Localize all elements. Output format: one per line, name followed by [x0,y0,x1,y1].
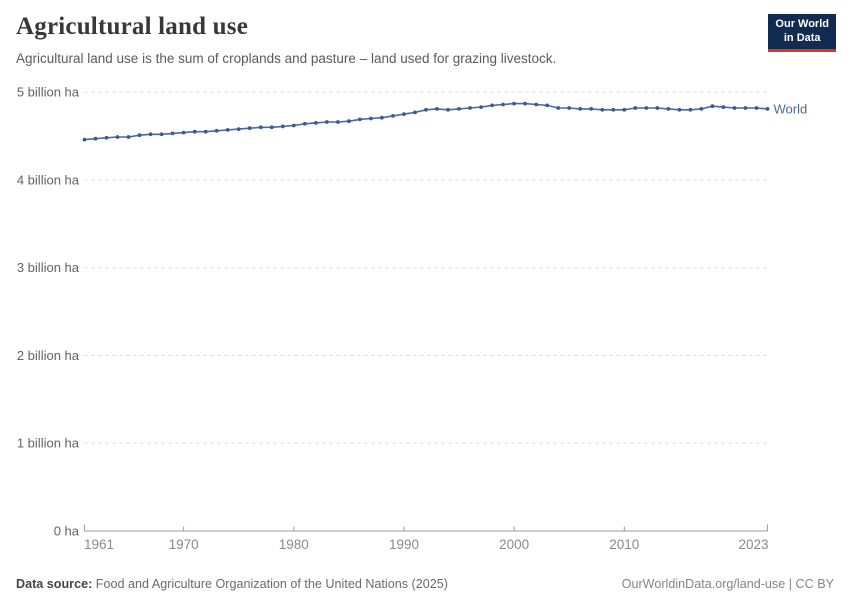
data-point [413,110,417,115]
data-point [369,116,373,121]
owid-logo-line2: in Data [783,31,821,44]
data-point [754,106,759,110]
data-point [225,127,230,132]
x-axis-tick-label: 2000 [499,537,529,552]
data-point [313,121,318,125]
data-point [699,107,704,111]
data-point [743,106,748,110]
data-point [336,120,340,124]
data-point [600,107,605,112]
data-point [732,106,737,110]
data-point [402,112,406,116]
data-point [170,131,175,136]
y-axis-tick-label: 5 billion ha [17,85,80,100]
data-point [556,106,561,110]
data-point [104,135,109,140]
x-axis-tick-label: 2010 [609,537,639,552]
data-point [391,114,395,118]
data-point [203,129,208,134]
attribution-link[interactable]: OurWorldinData.org/land-use | CC BY [621,577,834,591]
data-point [82,137,87,142]
data-point [666,107,671,111]
data-point [126,135,131,139]
data-source-label: Data source: [16,577,93,591]
data-point [291,123,296,128]
data-point [446,107,450,112]
x-axis-tick-label: 1980 [279,537,309,552]
data-source: Data source: Food and Agriculture Organi… [16,577,448,591]
data-point [214,128,219,133]
data-point [589,107,594,111]
y-axis-tick-label: 4 billion ha [17,173,80,188]
data-point [280,124,285,129]
owid-logo[interactable]: Our World in Data [768,14,836,52]
data-source-text: Food and Agriculture Organization of the… [95,577,448,591]
data-point [247,126,252,131]
data-point [534,102,539,107]
y-axis-tick-label: 3 billion ha [17,260,80,275]
data-point [258,125,263,130]
data-point [325,120,329,124]
y-axis-tick-label: 1 billion ha [17,436,80,451]
data-point [424,107,428,112]
data-point [633,106,638,110]
data-point [622,107,627,112]
data-point [347,119,351,124]
data-point [611,107,616,112]
data-point [479,105,483,109]
series-label-world[interactable]: World [774,101,808,116]
y-axis-tick-label: 2 billion ha [17,348,80,363]
data-point [765,107,770,111]
data-point [710,104,715,109]
data-point [159,132,164,137]
x-axis-tick-label: 1990 [389,537,419,552]
x-axis-tick-label: 1961 [84,537,114,552]
x-axis-tick-label: 1970 [169,537,199,552]
data-point [115,135,120,139]
data-point [148,132,153,137]
data-point [435,107,439,111]
data-point [93,136,98,141]
data-point [468,106,472,110]
data-point [578,107,583,111]
data-point [688,107,693,112]
data-point [192,129,197,134]
data-point [457,107,461,111]
data-point [644,106,649,110]
data-point [567,106,572,110]
data-point [545,103,550,108]
data-point [269,125,274,130]
data-point [358,117,362,122]
page-title: Agricultural land use [16,13,248,40]
data-point [181,130,186,135]
data-point [302,121,307,126]
data-point [721,105,726,109]
data-point [523,101,527,106]
y-axis-tick-label: 0 ha [54,524,80,539]
owid-logo-line1: Our World [775,18,829,30]
data-point [490,103,494,108]
data-point [380,115,384,120]
data-point [137,133,142,138]
data-point [677,107,682,112]
chart-footer: Data source: Food and Agriculture Organi… [16,577,834,591]
chart-subtitle: Agricultural land use is the sum of crop… [16,51,557,66]
data-point [655,106,660,110]
data-point [512,101,516,106]
data-point [501,102,505,107]
data-point [236,127,241,131]
x-axis-tick-label: 2023 [738,537,768,552]
